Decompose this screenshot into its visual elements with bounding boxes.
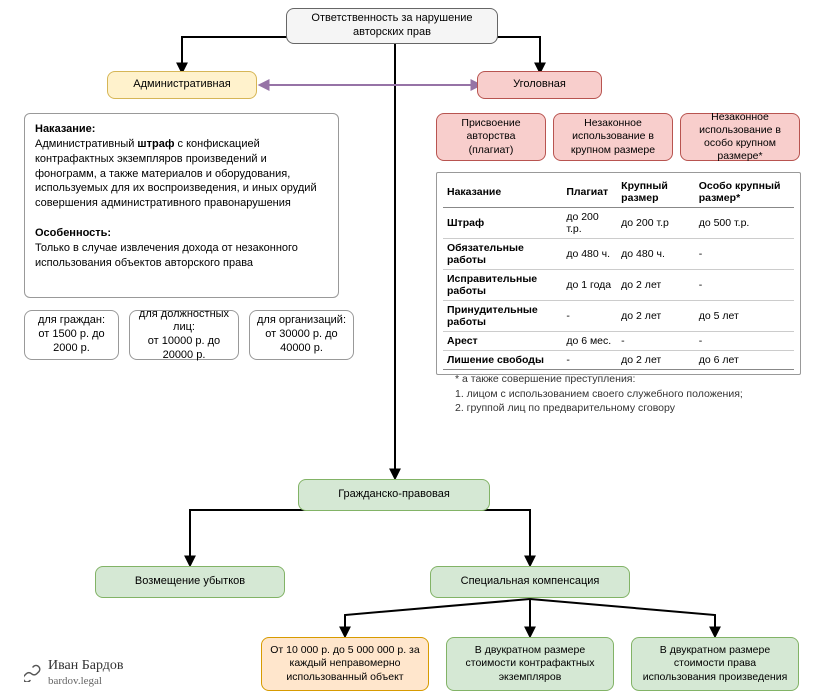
fine-citizens: для граждан:от 1500 р. до 2000 р. (24, 310, 119, 360)
crim-cat-2: Незаконное использование в крупном разме… (553, 113, 673, 161)
crim-footnote: * а также совершение преступления: 1. ли… (455, 372, 800, 416)
civil-right-node: Специальная компенсация (430, 566, 630, 598)
civil-left-node: Возмещение убытков (95, 566, 285, 598)
comp-1: От 10 000 р. до 5 000 000 р. за каждый н… (261, 637, 429, 691)
admin-node: Административная (107, 71, 257, 99)
root-node: Ответственность за нарушениеавторских пр… (286, 8, 498, 44)
comp-2: В двукратном размере стоимости контрафак… (446, 637, 614, 691)
author-name: Иван Бардов (48, 658, 124, 673)
crim-cat-3: Незаконное использование в особо крупном… (680, 113, 800, 161)
author-site: bardov.legal (48, 675, 102, 687)
civil-node: Гражданско-правовая (298, 479, 490, 511)
crim-cat-1: Присвоение авторства (плагиат) (436, 113, 546, 161)
author-credit: Иван Бардов bardov.legal (24, 658, 124, 688)
crim-node: Уголовная (477, 71, 602, 99)
fine-orgs: для организаций:от 30000 р. до 40000 р. (249, 310, 354, 360)
admin-detail-box: Наказание: Административный штраф с конф… (24, 113, 339, 298)
fine-officials: для должностных лиц:от 10000 р. до 20000… (129, 310, 239, 360)
crim-table: НаказаниеПлагиатКрупный размерОсобо круп… (436, 172, 801, 375)
comp-3: В двукратном размере стоимости права исп… (631, 637, 799, 691)
link-icon (24, 664, 42, 682)
